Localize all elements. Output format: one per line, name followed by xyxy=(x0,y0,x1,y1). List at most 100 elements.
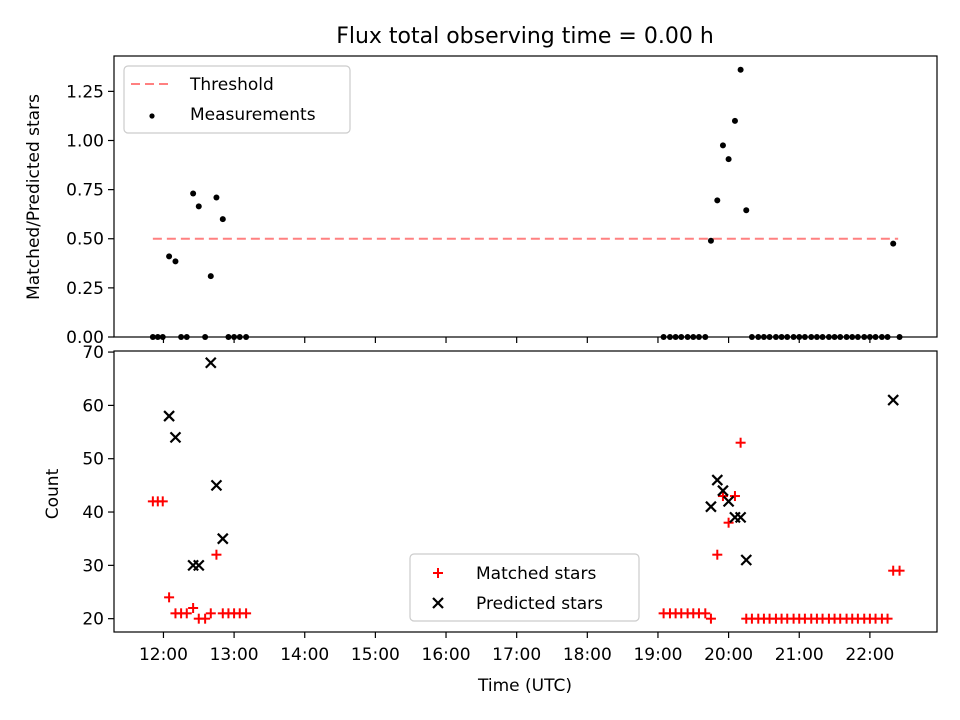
bottom-plot: 12:00 13:00 14:00 15:00 16:00 17:00 18:00 19:00… xyxy=(82,343,938,665)
top-y-tick-label: 0.25 xyxy=(66,279,104,299)
bottom-x-axis-label: Time (UTC) xyxy=(477,676,572,696)
top-y-tick-label: 0.75 xyxy=(66,181,104,201)
bottom-y-tick-label: 70 xyxy=(82,343,104,363)
top-legend: Threshold Measurements xyxy=(123,65,351,134)
legend-predicted-swatch-d2 xyxy=(432,597,444,609)
matched-star-point xyxy=(157,496,168,507)
predicted-star-point xyxy=(711,474,724,486)
predicted-star-point-d2 xyxy=(740,554,753,566)
measurement-point xyxy=(743,207,750,214)
measurement-point xyxy=(172,258,179,265)
top-y-tick-label: 0.50 xyxy=(66,230,104,250)
bottom-y-tick-label: 50 xyxy=(82,450,104,470)
predicted-star-point-d2 xyxy=(192,559,205,572)
top-plot: 0.00 0.25 0.50 0.75 1.00 1.25 Threshold Measure… xyxy=(66,55,938,348)
predicted-star-point-d2 xyxy=(217,532,229,545)
matched-star-point xyxy=(735,437,746,448)
matched-star-point xyxy=(700,608,711,619)
bottom-legend: Matched stars Predicted stars xyxy=(409,553,640,622)
top-y-tick-label: 0.00 xyxy=(66,328,104,348)
predicted-star-point-d2 xyxy=(722,495,735,508)
predicted-star-point xyxy=(887,394,899,406)
legend-measurements-swatch xyxy=(149,113,155,119)
predicted-star-point-d2 xyxy=(169,431,182,444)
matched-star-point xyxy=(894,565,905,576)
bottom-x-tick-label: 18:00 xyxy=(563,645,612,665)
predicted-star-point-d2 xyxy=(887,394,899,406)
bottom-x-tick-label: 21:00 xyxy=(775,645,824,665)
top-chart-title: Flux total observing time = 0.00 h xyxy=(336,24,714,49)
legend-measurements-label: Measurements xyxy=(190,105,316,125)
predicted-star-point xyxy=(205,356,217,369)
predicted-star-point xyxy=(722,495,735,508)
bottom-x-tick-label: 15:00 xyxy=(351,645,400,665)
measurement-point xyxy=(190,190,197,197)
measurement-point xyxy=(714,197,721,204)
measurement-point xyxy=(731,117,738,124)
bottom-y-tick-label: 20 xyxy=(82,610,104,630)
matched-star-point xyxy=(712,549,723,560)
predicted-star-point-d2 xyxy=(210,479,223,492)
bottom-y-tick-label: 30 xyxy=(82,556,104,576)
legend-threshold-label: Threshold xyxy=(189,75,274,95)
matched-star-point xyxy=(200,613,211,624)
legend-matched-swatch xyxy=(433,568,443,578)
matched-star-point xyxy=(164,592,175,603)
measurement-point xyxy=(737,66,744,73)
matched-star-point xyxy=(241,608,252,619)
legend-predicted-swatch xyxy=(432,597,444,609)
top-legend-box xyxy=(123,65,351,134)
bottom-x-tick-label: 13:00 xyxy=(210,645,259,665)
predicted-star-point xyxy=(705,500,717,513)
predicted-star-point xyxy=(217,532,229,545)
bottom-x-tick-label: 17:00 xyxy=(492,645,541,665)
top-frame xyxy=(113,55,938,338)
matched-star-point xyxy=(205,608,216,619)
predicted-star-point xyxy=(734,511,747,524)
measurement-point xyxy=(219,216,226,223)
bottom-x-tick-label: 16:00 xyxy=(422,645,471,665)
predicted-star-point xyxy=(210,479,223,492)
predicted-star-point xyxy=(169,431,182,444)
top-y-tick-label: 1.25 xyxy=(66,82,104,102)
measurement-point xyxy=(725,156,732,163)
matched-star-point xyxy=(181,608,192,619)
predicted-star-point xyxy=(163,410,175,422)
measurement-point xyxy=(707,237,714,244)
matched-star-point xyxy=(211,549,222,560)
bottom-y-tick-label: 40 xyxy=(82,503,104,523)
matched-star-point xyxy=(188,603,199,614)
top-y-tick-label: 1.00 xyxy=(66,131,104,151)
bottom-x-tick-label: 20:00 xyxy=(704,645,753,665)
matched-star-point xyxy=(723,517,734,528)
matched-star-point xyxy=(882,613,893,624)
predicted-star-point xyxy=(740,554,753,566)
bottom-x-tick-label: 19:00 xyxy=(633,645,682,665)
bottom-y-axis-label: Count xyxy=(43,468,63,519)
measurement-point xyxy=(890,240,897,247)
bottom-x-tick-label: 22:00 xyxy=(845,645,894,665)
predicted-star-point xyxy=(192,559,205,572)
bottom-y-tick-label: 60 xyxy=(82,396,104,416)
bottom-x-tick-label: 14:00 xyxy=(280,645,329,665)
legend-predicted-label: Predicted stars xyxy=(476,594,603,614)
bottom-x-tick-label: 12:00 xyxy=(139,645,188,665)
measurement-point xyxy=(166,253,173,260)
bottom-legend-box xyxy=(409,553,640,622)
matched-star-point xyxy=(705,613,716,624)
predicted-star-point-d2 xyxy=(163,410,175,422)
measurement-point xyxy=(207,273,214,280)
predicted-star-point xyxy=(717,484,729,497)
matched-star-point xyxy=(729,491,740,502)
predicted-star-point-d2 xyxy=(205,356,217,369)
predicted-star-point-d2 xyxy=(705,500,717,513)
top-y-axis-label: Matched/Predicted stars xyxy=(24,94,44,300)
predicted-star-point-d2 xyxy=(734,511,747,524)
legend-matched-label: Matched stars xyxy=(476,564,596,584)
measurement-point xyxy=(213,194,220,201)
predicted-star-point-d2 xyxy=(717,484,729,497)
matched-star-point xyxy=(717,491,728,502)
measurement-point xyxy=(195,203,202,210)
measurement-point xyxy=(719,142,726,149)
